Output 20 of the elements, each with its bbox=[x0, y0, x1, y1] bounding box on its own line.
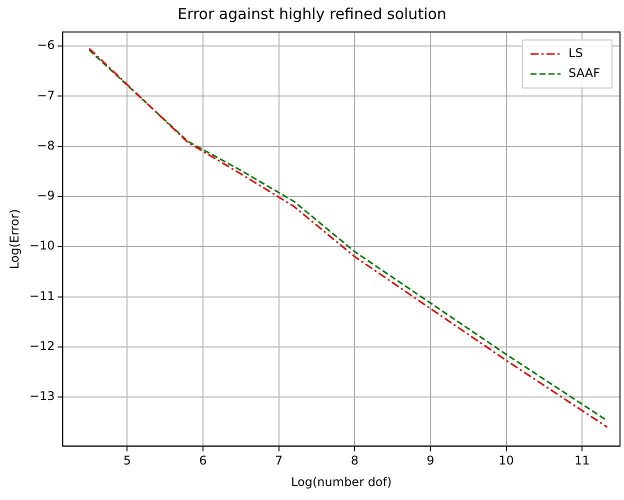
y-tick-label: −6 bbox=[37, 38, 55, 52]
x-tick-label: 8 bbox=[350, 454, 358, 468]
y-tick-label: −7 bbox=[37, 88, 55, 102]
y-tick-label: −8 bbox=[37, 138, 55, 152]
x-tick-label: 5 bbox=[123, 454, 131, 468]
x-tick-label: 9 bbox=[426, 454, 434, 468]
y-axis-title: Log(Error) bbox=[7, 209, 22, 270]
x-tick-label: 6 bbox=[199, 454, 207, 468]
x-tick-label: 7 bbox=[274, 454, 283, 468]
x-tick-label: 10 bbox=[498, 454, 514, 468]
y-tick-label: −9 bbox=[37, 188, 55, 203]
y-tick-label: −10 bbox=[29, 238, 55, 253]
y-tick-label: −11 bbox=[29, 288, 55, 303]
legend-label: LS bbox=[568, 46, 583, 60]
chart-title: Error against highly refined solution bbox=[178, 4, 446, 23]
y-tick-label: −12 bbox=[29, 339, 55, 354]
x-tick-label: 11 bbox=[574, 454, 590, 468]
x-axis-title: Log(number dof) bbox=[291, 474, 392, 489]
legend-label: SAAF bbox=[568, 66, 600, 80]
y-tick-label: −13 bbox=[29, 389, 55, 404]
